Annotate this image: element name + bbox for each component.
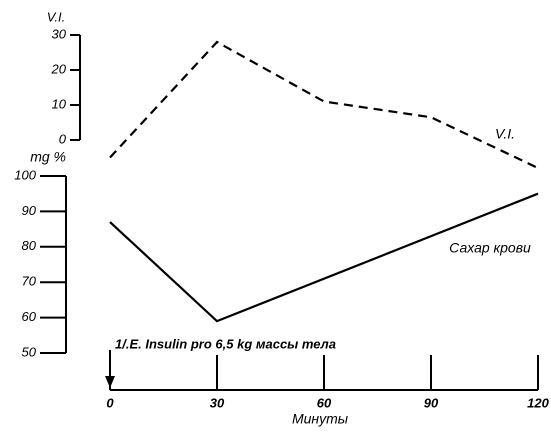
series-line <box>109 192 539 323</box>
x-tick-label: 120 <box>527 395 549 410</box>
y-tick-label: 100 <box>14 167 36 182</box>
y-axis-label: mg % <box>30 149 66 165</box>
y-tick-label: 50 <box>22 344 37 359</box>
y2-tick-label: 20 <box>51 61 67 76</box>
y2-tick-label: 10 <box>52 96 67 111</box>
y-tick-label: 60 <box>22 309 37 324</box>
y-tick-label: 70 <box>22 274 37 289</box>
y-tick-label: 90 <box>22 203 37 218</box>
x-tick-label: 30 <box>210 395 225 410</box>
annotation: 1/.E. Insulin pro 6,5 kg массы тела <box>115 336 336 351</box>
x-tick-label: 90 <box>424 395 439 410</box>
series-label: V.I. <box>495 126 515 142</box>
x-axis-label: Минуты <box>292 411 349 427</box>
y2-axis-label: V.I. <box>47 9 66 24</box>
series-line <box>109 40 539 169</box>
y2-tick-label: 0 <box>59 131 67 146</box>
y-tick-label: 80 <box>22 238 37 253</box>
y2-tick-label: 30 <box>52 26 67 41</box>
series-label: Сахар крови <box>449 239 531 255</box>
x-tick-label: 0 <box>106 395 114 410</box>
x-tick-label: 60 <box>317 395 332 410</box>
